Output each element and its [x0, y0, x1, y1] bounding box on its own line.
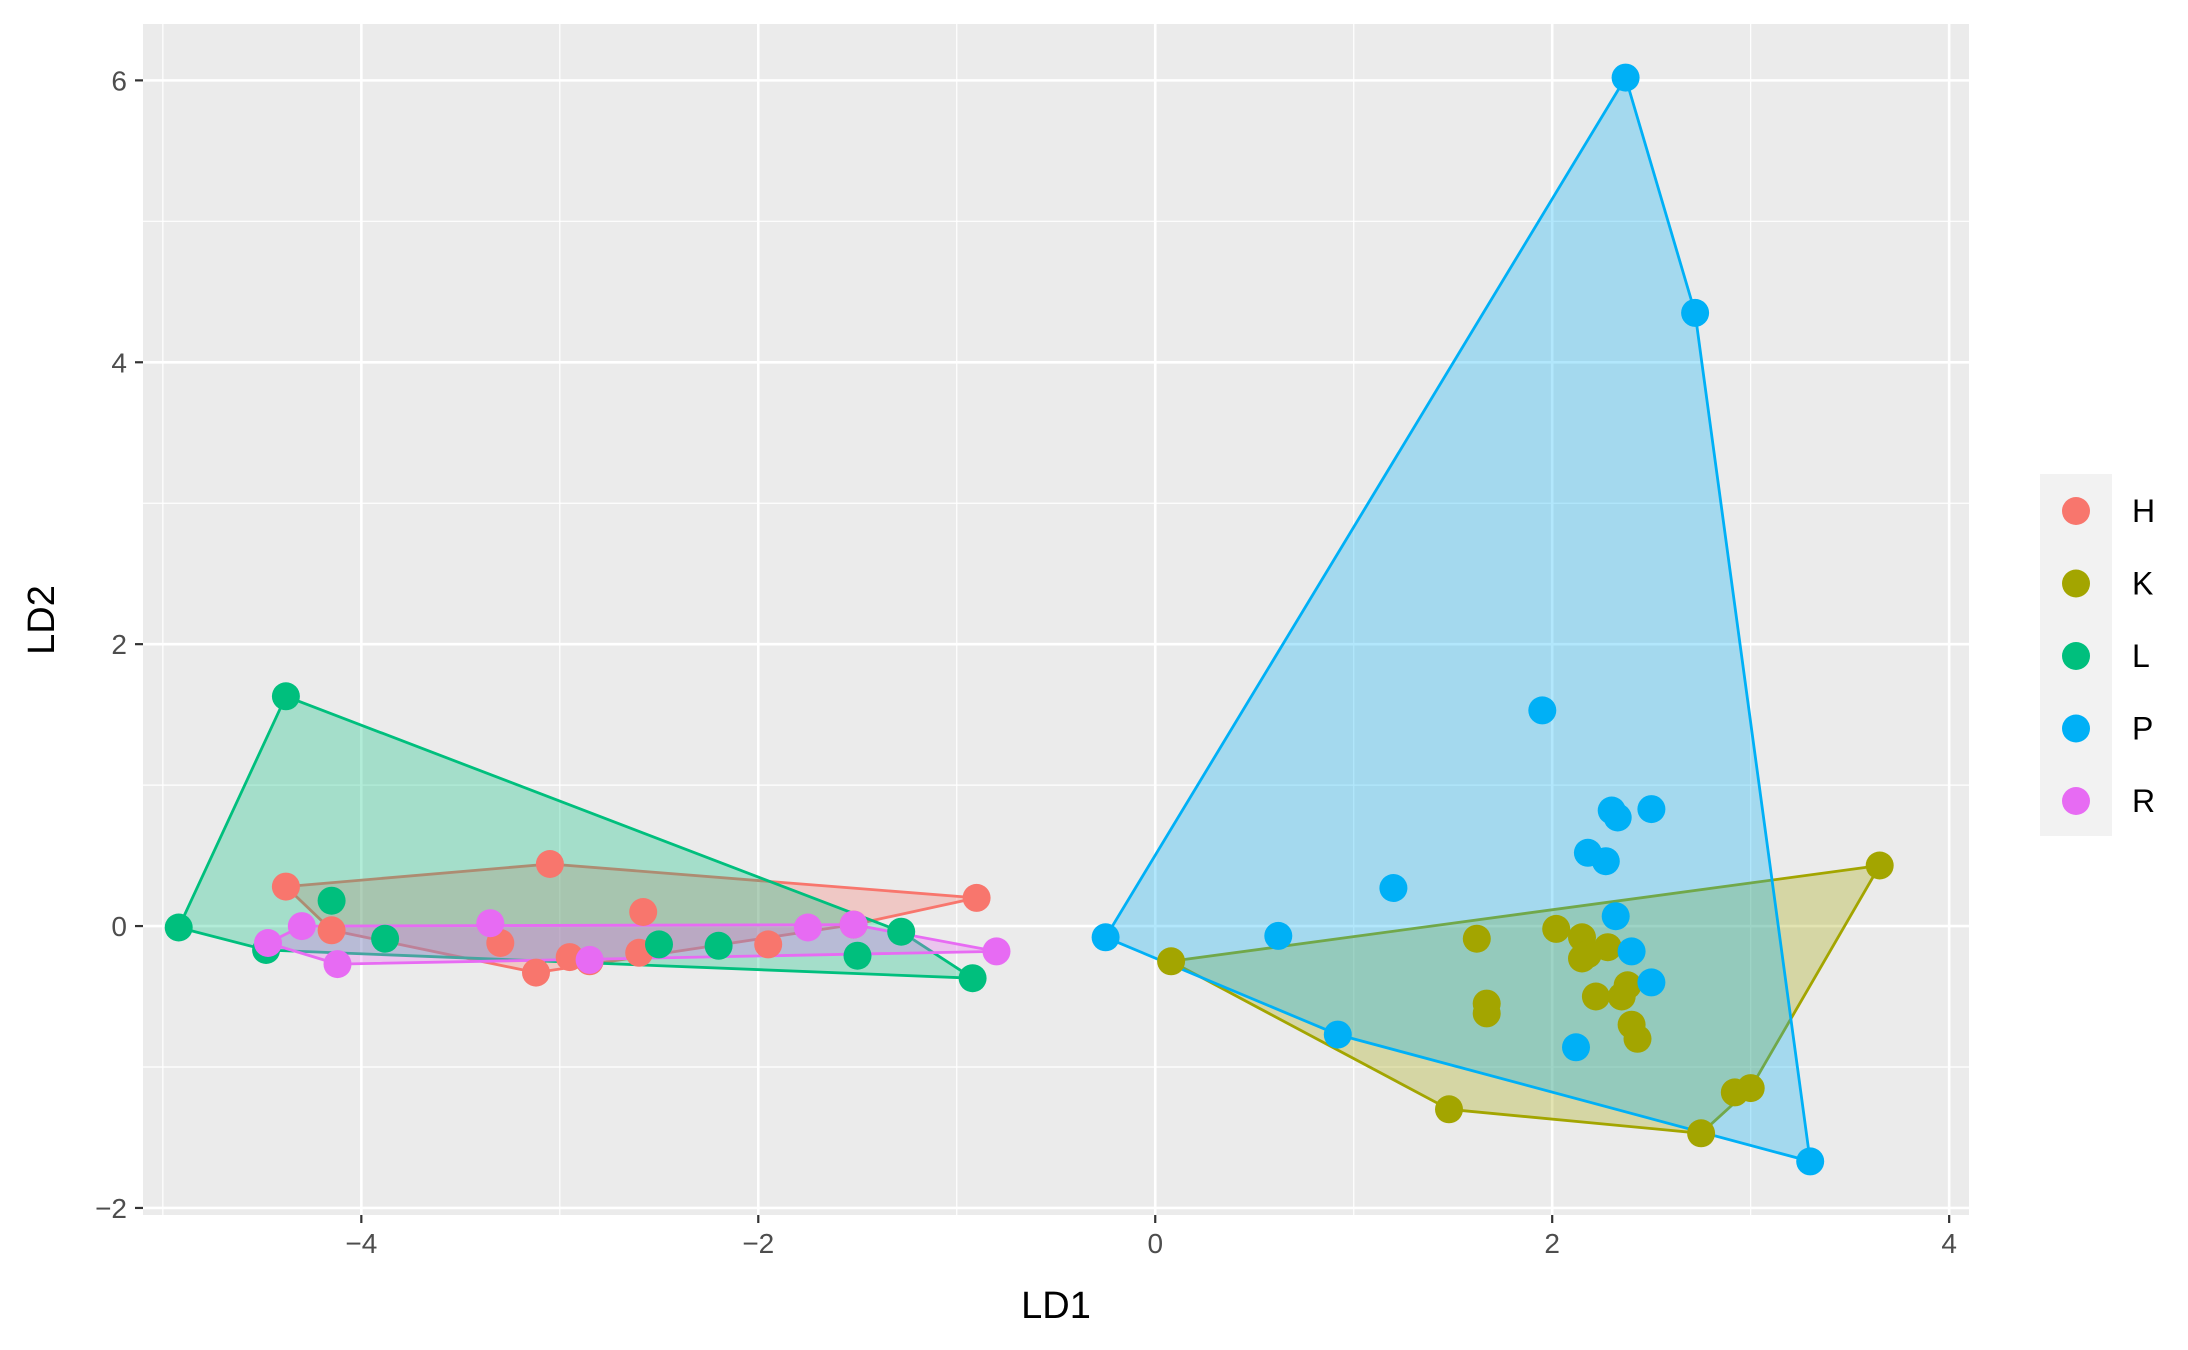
- point-H: [535, 850, 564, 878]
- x-tick-label: 4: [1941, 1228, 1957, 1259]
- point-K: [1581, 982, 1610, 1011]
- legend-key-L: [2062, 642, 2090, 670]
- point-R: [287, 912, 316, 941]
- point-K: [1542, 914, 1571, 943]
- point-K: [1435, 1095, 1463, 1124]
- point-H: [754, 930, 783, 959]
- point-R: [476, 909, 505, 938]
- point-K: [1736, 1074, 1765, 1103]
- legend-key-K: [2062, 569, 2090, 598]
- convex-hulls: [177, 76, 1882, 1163]
- point-K: [1157, 947, 1186, 976]
- x-tick-label: −4: [345, 1228, 377, 1259]
- point-H: [522, 958, 550, 987]
- point-K: [1607, 982, 1636, 1011]
- hull-P: [1104, 76, 1812, 1163]
- point-K: [1623, 1024, 1652, 1053]
- hull-L: [177, 694, 974, 980]
- x-tick-label: −2: [742, 1228, 774, 1259]
- legend-label-P: P: [2132, 711, 2153, 747]
- plot-panel: [143, 24, 1969, 1215]
- point-H: [962, 883, 991, 912]
- y-tick-label: 6: [111, 65, 127, 96]
- point-P: [1528, 696, 1557, 725]
- point-P: [1611, 63, 1640, 92]
- point-K: [1472, 999, 1501, 1028]
- legend-key-P: [2062, 714, 2090, 743]
- legend-label-L: L: [2132, 638, 2150, 674]
- point-K: [1865, 851, 1894, 880]
- legend-label-K: K: [2132, 566, 2153, 602]
- point-P: [1617, 937, 1646, 966]
- point-P: [1601, 902, 1630, 931]
- point-H: [271, 872, 300, 901]
- point-L: [958, 964, 987, 993]
- point-P: [1637, 968, 1666, 997]
- point-P: [1379, 874, 1408, 902]
- point-L: [645, 930, 673, 959]
- y-axis-title: LD2: [21, 585, 63, 655]
- y-tick-label: 4: [111, 347, 127, 378]
- point-L: [843, 941, 872, 970]
- legend-label-R: R: [2132, 783, 2155, 819]
- point-P: [1264, 921, 1293, 950]
- point-K: [1687, 1119, 1716, 1148]
- point-P: [1562, 1033, 1590, 1062]
- point-R: [839, 910, 868, 939]
- point-R: [323, 950, 352, 979]
- minor-gridlines: [143, 24, 1969, 1215]
- y-tick-label: 0: [111, 911, 127, 942]
- point-R: [793, 913, 822, 942]
- point-R: [982, 937, 1011, 966]
- hull-K: [1169, 864, 1882, 1135]
- x-tick-label: 2: [1544, 1228, 1560, 1259]
- x-tick-label: 0: [1147, 1228, 1163, 1259]
- point-P: [1637, 795, 1666, 824]
- point-P: [1591, 847, 1620, 876]
- legend-key-H: [2062, 497, 2090, 525]
- point-P: [1603, 803, 1632, 832]
- point-P: [1091, 923, 1120, 952]
- point-P: [1681, 298, 1710, 327]
- y-tick-label: 2: [111, 629, 127, 660]
- point-R: [254, 929, 282, 957]
- point-L: [704, 931, 733, 960]
- y-axis-ticks: −2 0 2 4 6: [95, 65, 143, 1224]
- x-axis-title: LD1: [1021, 1285, 1091, 1327]
- point-L: [271, 682, 300, 711]
- x-axis-ticks: −4 −2 0 2 4: [345, 1215, 1957, 1259]
- point-P: [1796, 1147, 1825, 1176]
- point-L: [887, 917, 916, 946]
- point-H: [317, 916, 346, 945]
- point-K: [1462, 924, 1491, 953]
- legend: H KL PR: [2040, 474, 2155, 836]
- point-K: [1568, 944, 1596, 973]
- point-L: [317, 886, 346, 915]
- y-tick-label: −2: [95, 1193, 127, 1224]
- point-R: [575, 945, 604, 974]
- legend-key-R: [2062, 787, 2090, 815]
- point-P: [1323, 1020, 1352, 1049]
- point-H: [629, 898, 658, 926]
- legend-label-H: H: [2132, 493, 2155, 529]
- data-points: [164, 63, 1894, 1176]
- point-L: [164, 913, 193, 942]
- point-L: [371, 924, 400, 953]
